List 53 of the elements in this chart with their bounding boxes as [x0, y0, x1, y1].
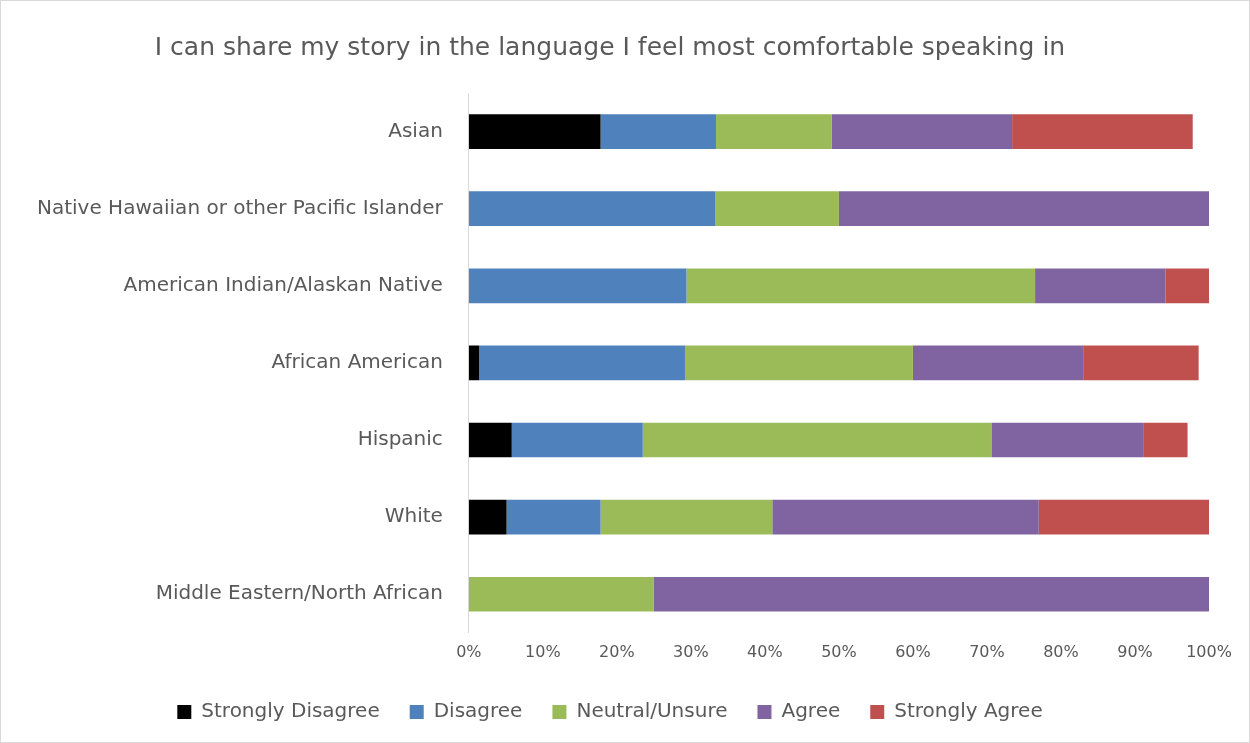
bar — [991, 422, 1144, 458]
legend-label: Neutral/Unsure — [576, 698, 728, 723]
bar — [468, 114, 601, 149]
bar — [468, 191, 716, 227]
bar — [772, 499, 1039, 535]
bar — [600, 114, 717, 149]
chart-title: I can share my story in the language I feel most comfortable speaking in — [154, 31, 1066, 61]
bar — [1035, 268, 1166, 304]
bar — [716, 114, 832, 149]
bar — [506, 499, 601, 535]
x-tick-label: 10% — [525, 641, 561, 661]
bar — [468, 268, 687, 304]
x-tick-label: 40% — [747, 641, 783, 661]
x-tick-label: 80% — [1043, 641, 1079, 661]
bar — [600, 499, 773, 535]
legend-label: Strongly Disagree — [201, 698, 380, 723]
bar — [468, 345, 480, 381]
legend-label: Agree — [781, 698, 841, 723]
y-tick-label: Hispanic — [357, 426, 443, 451]
bar — [1083, 345, 1199, 381]
bar — [1143, 422, 1188, 458]
bar — [1165, 268, 1209, 304]
bar — [1038, 499, 1209, 535]
bar — [831, 114, 1013, 149]
y-tick-label: American Indian/Alaskan Native — [123, 271, 443, 296]
x-tick-label: 70% — [969, 641, 1005, 661]
x-tick-label: 0% — [456, 641, 482, 661]
legend-label: Strongly Agree — [894, 698, 1043, 723]
bar — [715, 191, 839, 227]
bar — [686, 268, 1036, 304]
bar — [653, 576, 1209, 612]
y-tick-label: African American — [271, 349, 443, 374]
x-tick-label: 20% — [599, 641, 635, 661]
x-tick-label: 60% — [895, 641, 931, 661]
bar — [684, 345, 913, 381]
x-tick-label: 90% — [1117, 641, 1153, 661]
y-tick-label: Middle Eastern/North African — [155, 580, 443, 605]
x-tick-label: 100% — [1186, 641, 1232, 661]
y-tick-label: White — [384, 503, 443, 528]
x-tick-label: 50% — [821, 641, 857, 661]
bar — [838, 191, 1209, 227]
y-tick-label: Native Hawaiian or other Pacific Islander — [36, 194, 444, 219]
legend-label: Disagree — [433, 698, 523, 723]
bar — [912, 345, 1084, 381]
bar — [511, 422, 643, 458]
bar — [468, 499, 507, 535]
bar — [642, 422, 992, 458]
bar — [479, 345, 685, 381]
bar — [468, 422, 512, 458]
x-tick-label: 30% — [673, 641, 709, 661]
y-tick-label: Asian — [388, 117, 443, 142]
bar — [1012, 114, 1193, 149]
bar — [468, 576, 654, 612]
